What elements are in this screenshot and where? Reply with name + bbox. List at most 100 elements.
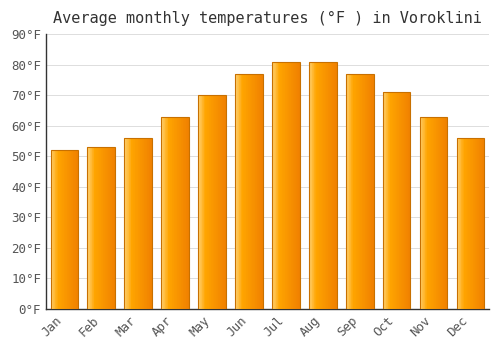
- Bar: [235, 74, 236, 309]
- Bar: [328, 62, 329, 309]
- Bar: [290, 62, 292, 309]
- Bar: [258, 74, 260, 309]
- Bar: [206, 95, 207, 309]
- Bar: [253, 74, 254, 309]
- Bar: [387, 92, 388, 309]
- Bar: [320, 62, 322, 309]
- Bar: [373, 74, 374, 309]
- Bar: [240, 74, 242, 309]
- Bar: [180, 117, 182, 309]
- Bar: [391, 92, 392, 309]
- Bar: [353, 74, 354, 309]
- Bar: [124, 138, 152, 309]
- Bar: [208, 95, 210, 309]
- Bar: [202, 95, 203, 309]
- Bar: [446, 117, 448, 309]
- Bar: [50, 150, 78, 309]
- Bar: [384, 92, 385, 309]
- Bar: [471, 138, 472, 309]
- Bar: [361, 74, 362, 309]
- Bar: [138, 138, 139, 309]
- Bar: [363, 74, 364, 309]
- Bar: [219, 95, 220, 309]
- Bar: [332, 62, 333, 309]
- Bar: [312, 62, 313, 309]
- Bar: [402, 92, 403, 309]
- Bar: [127, 138, 128, 309]
- Bar: [420, 117, 421, 309]
- Bar: [390, 92, 391, 309]
- Bar: [326, 62, 327, 309]
- Bar: [357, 74, 358, 309]
- Bar: [254, 74, 255, 309]
- Bar: [401, 92, 402, 309]
- Bar: [431, 117, 432, 309]
- Bar: [188, 117, 189, 309]
- Bar: [98, 147, 100, 309]
- Bar: [442, 117, 443, 309]
- Bar: [467, 138, 468, 309]
- Bar: [262, 74, 263, 309]
- Bar: [162, 117, 189, 309]
- Bar: [59, 150, 60, 309]
- Bar: [252, 74, 253, 309]
- Bar: [162, 117, 164, 309]
- Bar: [111, 147, 112, 309]
- Bar: [184, 117, 185, 309]
- Bar: [61, 150, 62, 309]
- Bar: [277, 62, 278, 309]
- Bar: [63, 150, 64, 309]
- Bar: [246, 74, 247, 309]
- Bar: [405, 92, 406, 309]
- Bar: [420, 117, 448, 309]
- Bar: [403, 92, 404, 309]
- Bar: [439, 117, 440, 309]
- Bar: [472, 138, 473, 309]
- Bar: [460, 138, 462, 309]
- Bar: [146, 138, 147, 309]
- Bar: [383, 92, 410, 309]
- Bar: [249, 74, 250, 309]
- Bar: [170, 117, 171, 309]
- Bar: [478, 138, 480, 309]
- Bar: [95, 147, 96, 309]
- Bar: [148, 138, 150, 309]
- Bar: [309, 62, 310, 309]
- Bar: [355, 74, 356, 309]
- Bar: [52, 150, 54, 309]
- Bar: [437, 117, 438, 309]
- Bar: [135, 138, 136, 309]
- Bar: [150, 138, 152, 309]
- Bar: [130, 138, 132, 309]
- Bar: [220, 95, 221, 309]
- Bar: [176, 117, 177, 309]
- Bar: [137, 138, 138, 309]
- Bar: [76, 150, 77, 309]
- Bar: [352, 74, 353, 309]
- Bar: [456, 138, 458, 309]
- Bar: [183, 117, 184, 309]
- Bar: [313, 62, 314, 309]
- Bar: [334, 62, 336, 309]
- Bar: [346, 74, 374, 309]
- Bar: [147, 138, 148, 309]
- Bar: [175, 117, 176, 309]
- Bar: [238, 74, 240, 309]
- Bar: [66, 150, 67, 309]
- Bar: [237, 74, 238, 309]
- Bar: [143, 138, 144, 309]
- Bar: [274, 62, 275, 309]
- Bar: [128, 138, 129, 309]
- Bar: [139, 138, 140, 309]
- Bar: [296, 62, 297, 309]
- Bar: [392, 92, 393, 309]
- Bar: [201, 95, 202, 309]
- Bar: [331, 62, 332, 309]
- Bar: [440, 117, 441, 309]
- Bar: [145, 138, 146, 309]
- Bar: [171, 117, 172, 309]
- Bar: [288, 62, 290, 309]
- Bar: [235, 74, 263, 309]
- Bar: [393, 92, 394, 309]
- Bar: [141, 138, 142, 309]
